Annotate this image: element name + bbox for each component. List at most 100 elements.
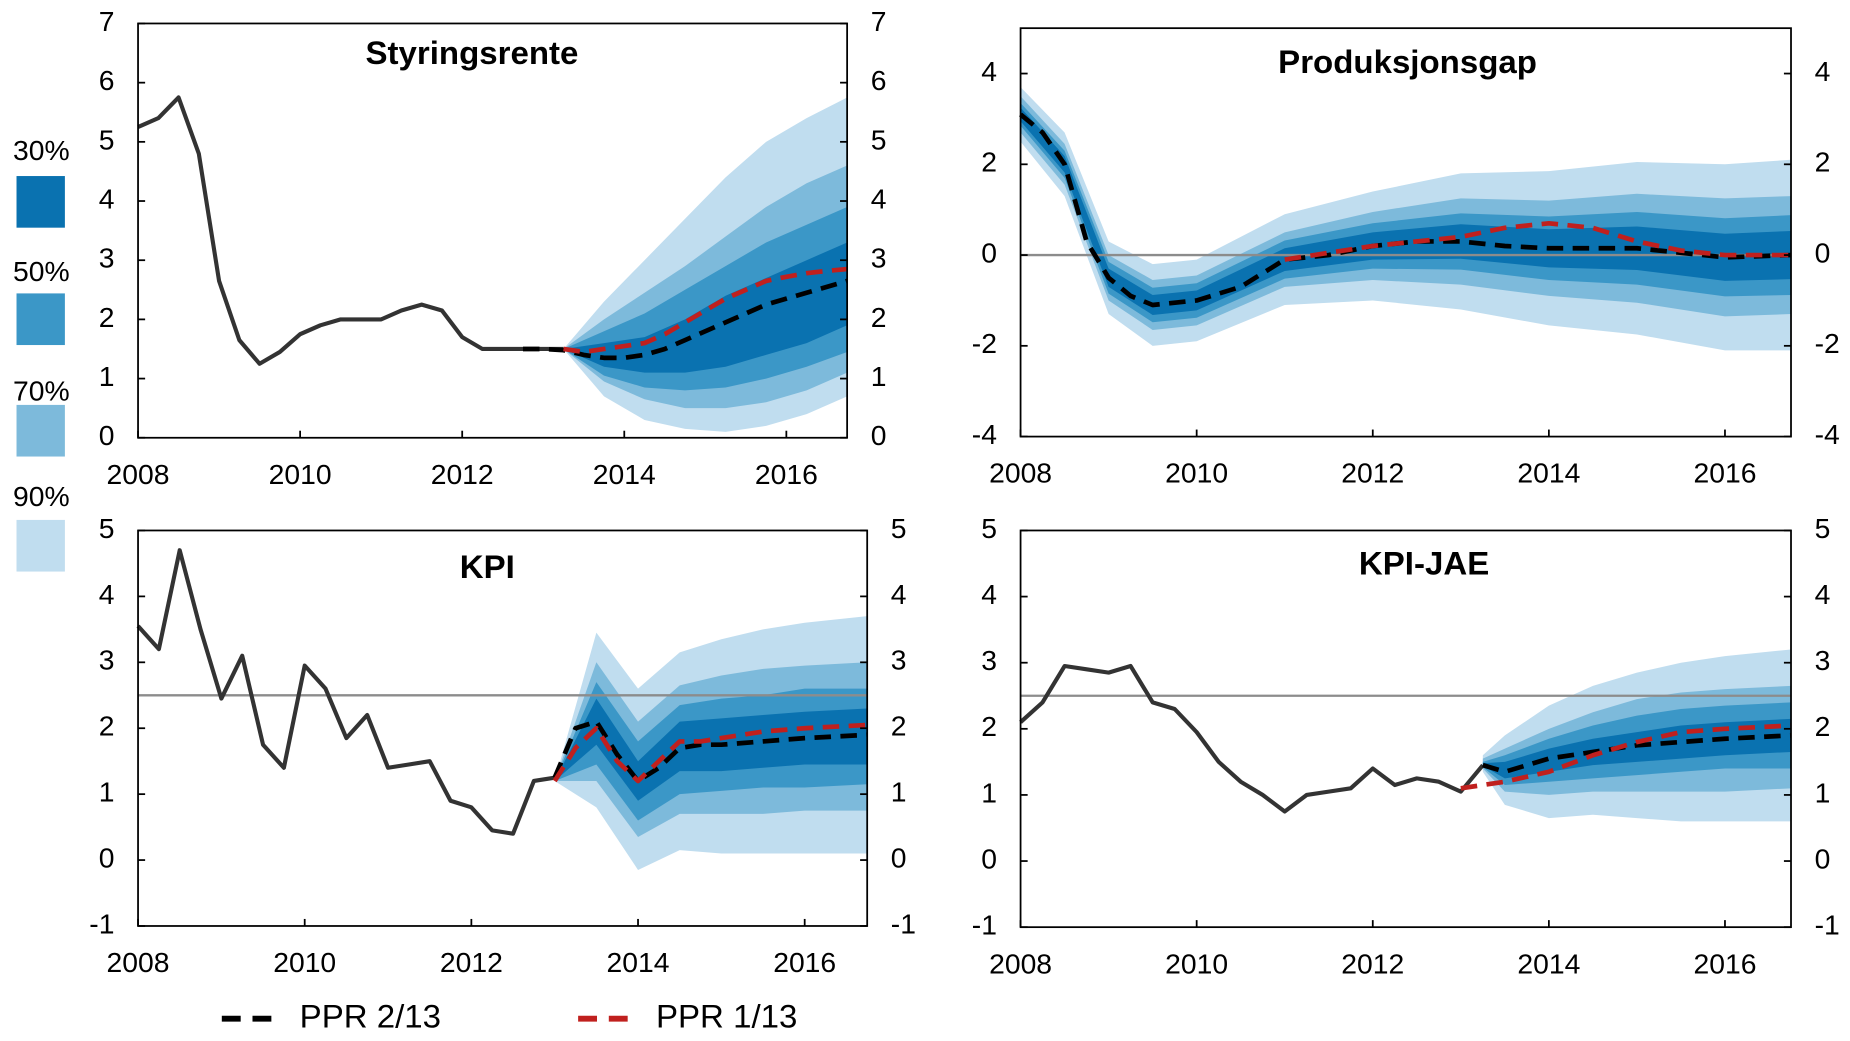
x-tick-label: 2014 — [1517, 947, 1580, 979]
y-tick-label: -1 — [972, 909, 997, 941]
x-tick-label: 2012 — [431, 458, 494, 490]
series-line — [1460, 723, 1792, 791]
x-tick-label: 2014 — [1517, 457, 1580, 489]
x-tick-label: 2014 — [593, 458, 656, 490]
y-tick-label: 0 — [981, 237, 997, 269]
chart-title: Produksjonsgap — [1278, 43, 1537, 80]
fan-legend-swatch — [16, 293, 65, 346]
series-line — [552, 722, 868, 784]
fan-legend-label: 50% — [13, 255, 70, 287]
y2-tick-label: 1 — [891, 776, 907, 808]
x-tick-label: 2010 — [1165, 947, 1228, 979]
series-line — [137, 95, 564, 366]
fan-legend-label: 70% — [13, 375, 70, 407]
y2-tick-label: -1 — [1815, 909, 1840, 941]
y2-tick-label: 4 — [871, 183, 887, 215]
y2-tick-label: 0 — [1815, 843, 1831, 875]
fan-band — [1482, 718, 1792, 779]
y2-tick-label: 4 — [1815, 55, 1831, 87]
y-tick-label: 5 — [981, 512, 997, 544]
y2-tick-label: 7 — [871, 5, 887, 37]
y2-tick-label: 2 — [1815, 146, 1831, 178]
y2-tick-label: 3 — [891, 644, 907, 676]
series-line — [1019, 112, 1792, 308]
x-tick-label: 2008 — [107, 946, 170, 978]
fan-legend-swatch — [16, 404, 65, 457]
y-tick-label: 5 — [99, 123, 115, 155]
y-tick-label: 4 — [981, 578, 997, 610]
x-tick-label: 2012 — [1341, 947, 1404, 979]
y-tick-label: 1 — [99, 360, 115, 392]
x-tick-label: 2010 — [1165, 457, 1228, 489]
x-tick-label: 2012 — [440, 946, 503, 978]
x-tick-label: 2016 — [773, 946, 836, 978]
legend-label: PPR 2/13 — [300, 997, 441, 1034]
x-tick-label: 2010 — [273, 946, 336, 978]
fan-band — [1020, 107, 1792, 315]
x-tick-label: 2016 — [755, 458, 818, 490]
series-line — [136, 548, 556, 836]
plot-frame — [137, 22, 849, 439]
y2-tick-label: 2 — [1815, 710, 1831, 742]
x-tick-label: 2012 — [1341, 457, 1404, 489]
y-tick-label: 0 — [99, 419, 115, 451]
y2-tick-label: 1 — [1815, 776, 1831, 808]
fan-legend-label: 30% — [13, 134, 70, 166]
y2-tick-label: 3 — [871, 242, 887, 274]
y-tick-label: 0 — [99, 842, 115, 874]
series-line — [1284, 220, 1792, 262]
x-tick-label: 2008 — [989, 947, 1052, 979]
y-tick-label: 3 — [99, 644, 115, 676]
y2-tick-label: 0 — [1815, 237, 1831, 269]
x-tick-label: 2016 — [1693, 457, 1756, 489]
y2-tick-label: 5 — [871, 123, 887, 155]
y-tick-label: 1 — [981, 776, 997, 808]
y-tick-label: 4 — [981, 55, 997, 87]
fan-legend-swatch — [16, 176, 65, 228]
y-tick-label: 3 — [981, 644, 997, 676]
y-tick-label: 3 — [99, 242, 115, 274]
fan-legend-swatch — [16, 519, 65, 572]
y-tick-label: 0 — [981, 843, 997, 875]
x-tick-label: 2008 — [989, 457, 1052, 489]
y2-tick-label: 5 — [1815, 512, 1831, 544]
series-line — [1019, 663, 1485, 814]
y-tick-label: 2 — [981, 146, 997, 178]
x-tick-label: 2014 — [607, 946, 670, 978]
y-tick-label: 2 — [981, 710, 997, 742]
y2-tick-label: 0 — [871, 419, 887, 451]
y-tick-label: -4 — [972, 418, 997, 450]
chart-title: KPI-JAE — [1359, 544, 1489, 581]
y-tick-label: -1 — [89, 907, 114, 939]
y-tick-label: -2 — [972, 327, 997, 359]
fan-legend-label: 90% — [13, 480, 70, 512]
y-tick-label: 2 — [99, 710, 115, 742]
y2-tick-label: -1 — [891, 907, 916, 939]
y-tick-label: 1 — [99, 776, 115, 808]
y2-tick-label: -4 — [1815, 418, 1840, 450]
chart-title: KPI — [460, 548, 515, 585]
y-tick-label: 4 — [99, 183, 115, 215]
y-tick-label: 2 — [99, 301, 115, 333]
series-line — [552, 719, 868, 784]
x-tick-label: 2008 — [107, 458, 170, 490]
y2-tick-label: 6 — [871, 64, 887, 96]
y2-tick-label: 4 — [1815, 578, 1831, 610]
legend-label: PPR 1/13 — [656, 997, 797, 1034]
y-tick-label: 7 — [99, 5, 115, 37]
y-tick-label: 6 — [99, 64, 115, 96]
y2-tick-label: 2 — [871, 301, 887, 333]
y2-tick-label: -2 — [1815, 327, 1840, 359]
y-tick-label: 4 — [99, 578, 115, 610]
y2-tick-label: 4 — [891, 578, 907, 610]
y2-tick-label: 5 — [891, 512, 907, 544]
y2-tick-label: 0 — [891, 842, 907, 874]
chart-title: Styringsrente — [365, 34, 578, 71]
x-tick-label: 2016 — [1693, 947, 1756, 979]
y-tick-label: 5 — [99, 512, 115, 544]
y2-tick-label: 2 — [891, 710, 907, 742]
y2-tick-label: 1 — [871, 360, 887, 392]
x-tick-label: 2010 — [269, 458, 332, 490]
